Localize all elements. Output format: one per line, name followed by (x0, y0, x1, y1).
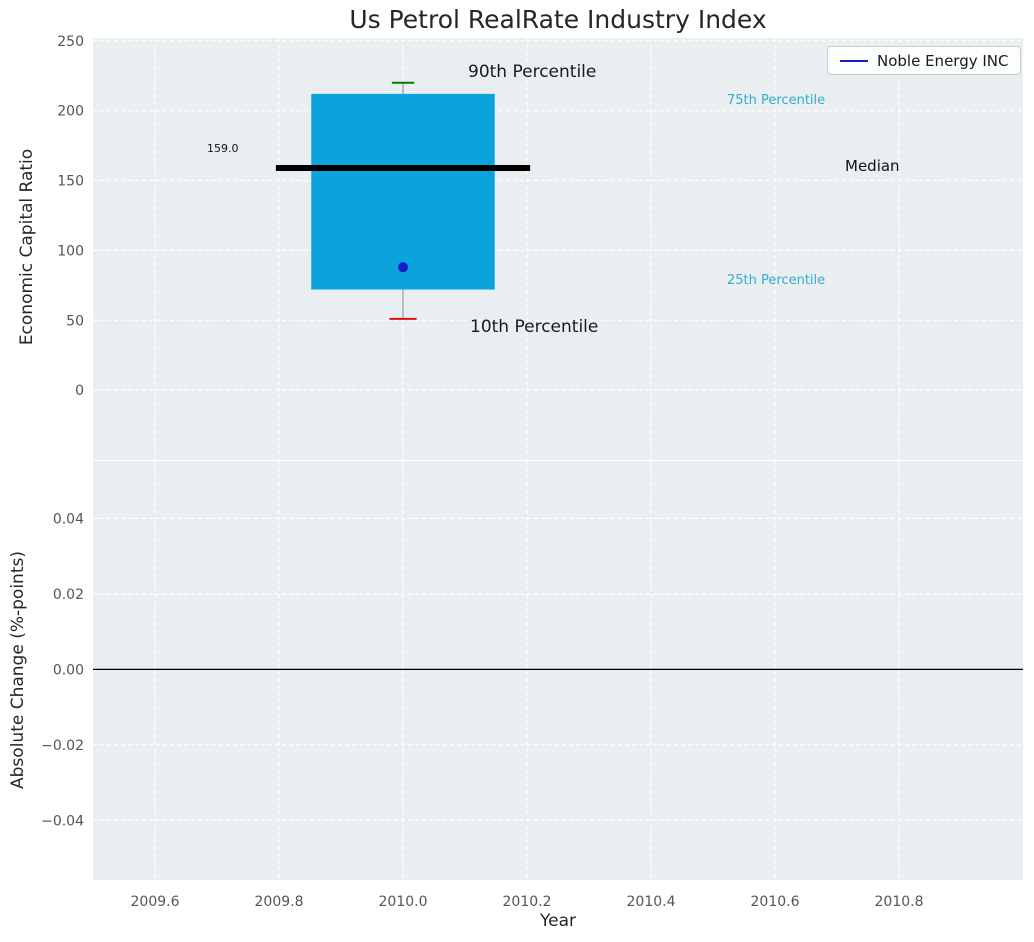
annotation-median: Median (845, 157, 900, 175)
x-axis-label: Year (540, 911, 576, 931)
x-tick-label: 2009.6 (131, 894, 180, 910)
bottom-y-axis-label: Absolute Change (%-points) (8, 551, 28, 789)
annotation-10th-percentile: 10th Percentile (470, 317, 598, 337)
annotation-159-0: 159.0 (207, 142, 239, 155)
legend-line-icon (840, 59, 868, 62)
chart-title: Us Petrol RealRate Industry Index (349, 5, 767, 34)
top-y-axis-label: Economic Capital Ratio (17, 148, 37, 346)
bottom-y-tick-label: −0.04 (41, 813, 84, 829)
bottom-y-tick-label: −0.02 (41, 738, 84, 754)
bottom-y-tick-label: 0.04 (53, 511, 84, 527)
annotation-90th-percentile: 90th Percentile (468, 62, 596, 82)
bottom-y-tick-label: 0.00 (53, 662, 84, 678)
legend-box: Noble Energy INC (827, 46, 1022, 75)
bottom-y-tick-label: 0.02 (53, 587, 84, 603)
x-tick-label: 2009.8 (255, 894, 304, 910)
company-point (398, 262, 408, 273)
x-tick-label: 2010.2 (503, 894, 552, 910)
top-y-tick-label: 0 (75, 383, 84, 399)
top-axes-background (93, 38, 1023, 460)
annotation-25th-percentile: 25th Percentile (727, 273, 825, 288)
top-y-tick-label: 50 (66, 313, 84, 329)
legend-label: Noble Energy INC (877, 51, 1009, 70)
top-y-tick-label: 150 (57, 174, 84, 190)
annotation-75th-percentile: 75th Percentile (727, 93, 825, 108)
x-tick-label: 2010.6 (751, 894, 800, 910)
bottom-axes-background (93, 461, 1023, 880)
x-tick-label: 2010.4 (627, 894, 676, 910)
top-y-tick-label: 250 (57, 34, 84, 50)
x-tick-label: 2010.0 (379, 894, 428, 910)
percentile-box (311, 93, 495, 290)
x-tick-label: 2010.8 (875, 894, 924, 910)
top-y-tick-label: 100 (57, 243, 84, 259)
top-y-tick-label: 200 (57, 104, 84, 120)
